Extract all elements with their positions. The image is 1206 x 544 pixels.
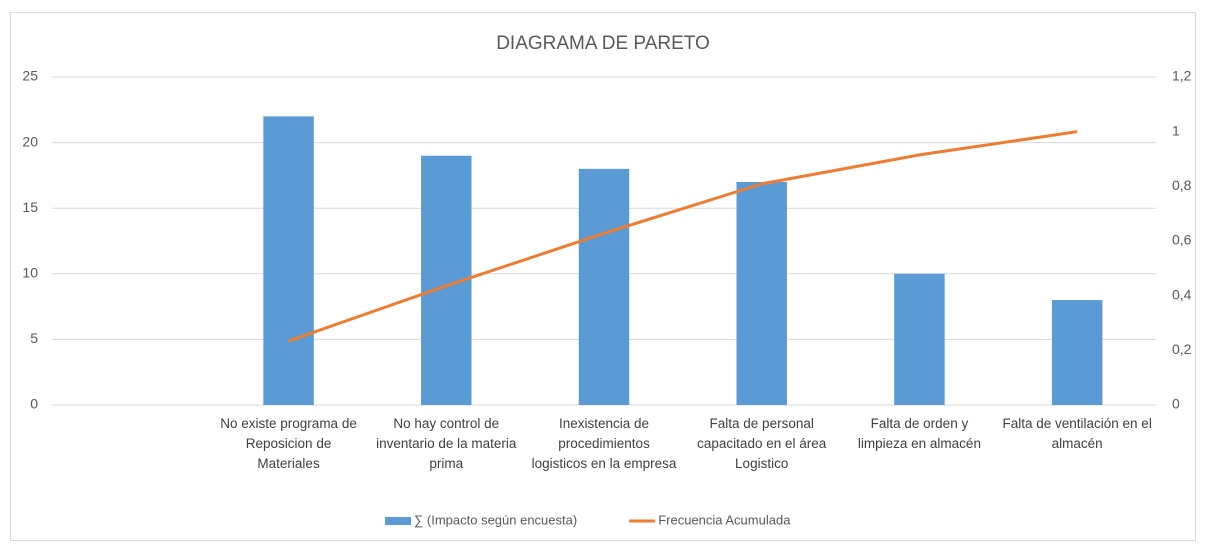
y-tick-label: 5 (30, 330, 38, 346)
y2-tick-label: 0,4 (1172, 286, 1192, 302)
bar (263, 116, 314, 406)
y-tick-label: 0 (30, 396, 38, 412)
chart-title: DIAGRAMA DE PARETO (496, 33, 710, 54)
bar (1051, 300, 1103, 405)
bar (578, 168, 630, 405)
y2-tick-label: 0,2 (1172, 341, 1192, 357)
bar (894, 273, 945, 405)
x-tick-label: Falta de ventilación en el almacén (1002, 416, 1152, 451)
y2-tick-label: 0,6 (1172, 232, 1192, 248)
x-tick-label: No existe programa de Reposicion de Mate… (220, 416, 357, 471)
x-tick-label: No hay control de inventario de la mater… (376, 416, 517, 471)
x-tick-label: Inexistencia de procedimientos logistico… (531, 416, 677, 471)
y-tick-label: 20 (22, 133, 38, 149)
y-tick-label: 15 (22, 199, 38, 215)
y2-tick-label: 0 (1172, 396, 1180, 412)
y2-tick-label: 1,2 (1172, 68, 1192, 84)
y2-tick-label: 0,8 (1172, 177, 1192, 193)
y-tick-label: 25 (22, 68, 38, 84)
legend-label: ∑ (Impacto según encuesta) (414, 512, 577, 527)
bar (736, 181, 787, 405)
x-tick-label: Falta de personal capacitado en el área … (697, 416, 827, 471)
y-tick-label: 10 (22, 265, 38, 281)
line (288, 130, 1078, 343)
legend-swatch (385, 517, 411, 525)
x-tick-label: Falta de orden y limpieza en almacén (857, 416, 981, 451)
y2-tick-label: 1 (1172, 122, 1180, 138)
legend-label: Frecuencia Acumulada (658, 512, 791, 527)
